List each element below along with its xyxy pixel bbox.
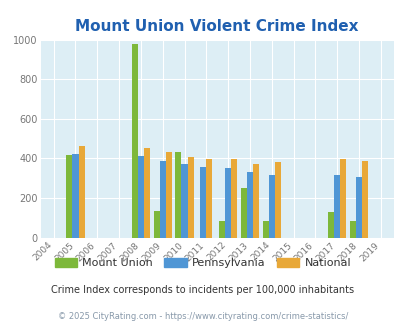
Bar — [230, 159, 237, 238]
Legend: Mount Union, Pennsylvania, National: Mount Union, Pennsylvania, National — [50, 253, 355, 273]
Bar — [187, 157, 193, 238]
Bar — [181, 164, 187, 238]
Bar — [159, 161, 165, 238]
Bar — [66, 155, 72, 238]
Text: Crime Index corresponds to incidents per 100,000 inhabitants: Crime Index corresponds to incidents per… — [51, 285, 354, 295]
Bar — [72, 154, 78, 238]
Bar — [144, 148, 150, 238]
Bar — [175, 152, 181, 238]
Bar — [240, 188, 246, 238]
Bar — [274, 162, 280, 238]
Bar — [131, 44, 138, 238]
Bar — [224, 168, 230, 238]
Bar — [327, 212, 333, 238]
Bar — [268, 175, 274, 238]
Bar — [246, 172, 252, 238]
Bar — [153, 211, 159, 238]
Bar — [252, 164, 258, 238]
Bar — [200, 167, 206, 238]
Title: Mount Union Violent Crime Index: Mount Union Violent Crime Index — [75, 19, 358, 34]
Bar — [78, 146, 84, 238]
Bar — [218, 221, 224, 238]
Bar — [138, 156, 144, 238]
Bar — [262, 221, 268, 238]
Bar — [361, 161, 367, 238]
Bar — [206, 159, 212, 238]
Bar — [349, 221, 355, 238]
Bar — [165, 152, 171, 238]
Bar — [355, 177, 361, 238]
Bar — [339, 159, 345, 238]
Text: © 2025 CityRating.com - https://www.cityrating.com/crime-statistics/: © 2025 CityRating.com - https://www.city… — [58, 312, 347, 321]
Bar — [333, 175, 339, 238]
